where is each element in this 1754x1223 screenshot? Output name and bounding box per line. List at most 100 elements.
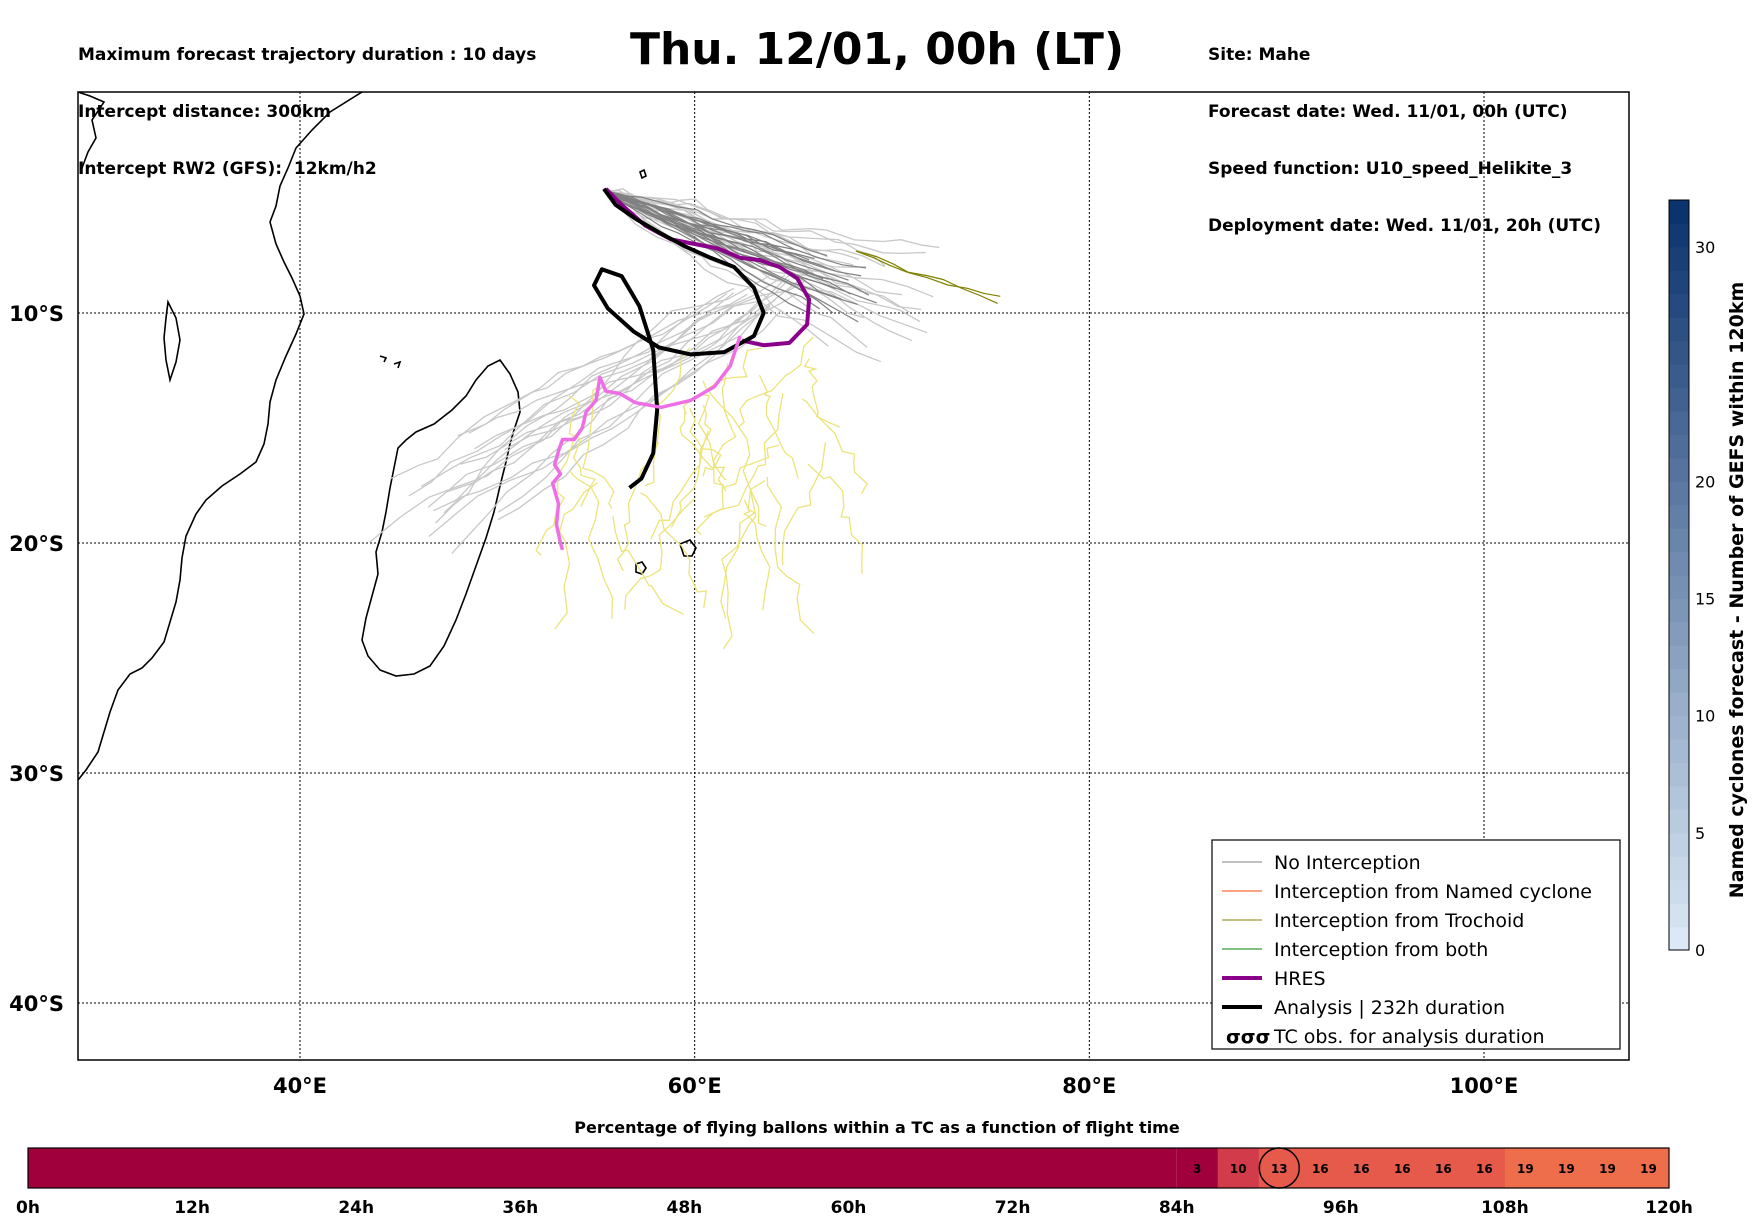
ensemble-yellow-trajectory <box>612 516 684 615</box>
ensemble-yellow-trajectory <box>803 358 841 428</box>
legend-symbol: σσσ <box>1226 1026 1270 1048</box>
colorbar-segment <box>1669 387 1689 412</box>
ensemble-yellow-trajectory <box>616 441 660 572</box>
timebar-cell-value: 19 <box>1599 1162 1616 1176</box>
colorbar-segment <box>1669 223 1689 248</box>
ensemble-yellow-trajectory <box>801 398 869 495</box>
colorbar-segment <box>1669 246 1689 271</box>
colorbar-segment <box>1669 457 1689 482</box>
timebar-tick-label: 0h <box>16 1198 40 1218</box>
seychelles-island <box>639 168 647 180</box>
timebar-cell <box>1545 1148 1588 1188</box>
timebar-cell-value: 16 <box>1435 1162 1452 1176</box>
colorbar-segment <box>1669 809 1689 834</box>
timebar-tick-label: 120h <box>1645 1198 1693 1218</box>
ensemble-yellow-trajectory <box>720 480 766 619</box>
gefs-trajectory <box>468 280 806 434</box>
timebar-tick-label: 72h <box>995 1198 1031 1218</box>
axis-ticks: 40°E 60°E 80°E 100°E 10°S 20°S 30°S 40°S <box>9 302 1518 1098</box>
colorbar-segment <box>1669 926 1689 951</box>
lon-tick-label: 100°E <box>1450 1074 1519 1098</box>
gefs-trajectory <box>605 190 940 249</box>
colorbar-segment <box>1669 270 1689 295</box>
ensemble-yellow-trajectory <box>781 442 827 566</box>
timebar-tick-label: 96h <box>1323 1198 1359 1218</box>
deployment-date-text: Deployment date: Wed. 11/01, 20h (UTC) <box>1208 216 1602 236</box>
timebar-tick-label: 12h <box>174 1198 210 1218</box>
trochoid-trajectory <box>855 250 1001 297</box>
colorbar-segment <box>1669 762 1689 787</box>
timebar-cell-value: 16 <box>1476 1162 1493 1176</box>
africa-coastline <box>78 92 363 781</box>
ensemble-yellow-trajectory <box>702 380 767 527</box>
timebar-cell-value: 16 <box>1312 1162 1329 1176</box>
colorbar-segment <box>1669 293 1689 318</box>
lon-tick-label: 40°E <box>273 1074 327 1098</box>
ensemble-yellow-trajectory <box>640 492 708 609</box>
colorbar-segment <box>1669 715 1689 740</box>
colorbar-tick-label: 20 <box>1695 472 1715 491</box>
lake-outline <box>163 299 181 384</box>
colorbar-segment <box>1669 879 1689 904</box>
colorbar-tick-label: 5 <box>1695 824 1705 843</box>
colorbar-segment <box>1669 621 1689 646</box>
legend: No Interception Interception from Named c… <box>1211 839 1621 1050</box>
timebar-title: Percentage of flying ballons within a TC… <box>574 1118 1180 1137</box>
speed-function-text: Speed function: U10_speed_Helikite_3 <box>1208 159 1573 179</box>
colorbar-segment <box>1669 832 1689 857</box>
comoros-islands <box>379 355 402 369</box>
timebar-cell <box>1586 1148 1629 1188</box>
lat-tick-label: 30°S <box>9 762 64 786</box>
colorbar-segment <box>1669 645 1689 670</box>
colorbar-segment <box>1669 575 1689 599</box>
timebar-cell-value: 19 <box>1558 1162 1575 1176</box>
ensemble-yellow-trajectory <box>568 395 596 507</box>
plot-frame <box>77 91 1630 1061</box>
africa-outline-north <box>78 92 106 169</box>
forecast-date-text: Forecast date: Wed. 11/01, 00h (UTC) <box>1208 102 1568 122</box>
gefs-trajectory <box>504 292 798 451</box>
colorbar-segment <box>1669 785 1689 810</box>
timebar-cell-value: 10 <box>1230 1162 1247 1176</box>
main-trajectories <box>550 187 812 551</box>
colorbar-segment <box>1669 598 1689 623</box>
timebar-tick-label: 36h <box>502 1198 538 1218</box>
lon-tick-label: 60°E <box>668 1074 722 1098</box>
no-interception-trajectory <box>605 190 828 257</box>
gefs-trajectory <box>428 309 782 538</box>
max-duration-text: Maximum forecast trajectory duration : 1… <box>78 45 537 65</box>
timebar-tick-label: 108h <box>1481 1198 1529 1218</box>
timebar-frame <box>27 1147 1670 1189</box>
gefs-trajectory <box>457 275 770 437</box>
timebar-tick-label: 24h <box>338 1198 374 1218</box>
colorbar: Named cyclones forecast - Number of GEFS… <box>1668 199 1748 960</box>
reunion-island <box>679 539 697 557</box>
gefs-trajectory <box>605 190 926 255</box>
lat-tick-label: 20°S <box>9 532 64 556</box>
legend-label: Interception from both <box>1274 939 1488 961</box>
timebar-tick-label: 60h <box>831 1198 867 1218</box>
ensemble-yellow-trajectory <box>679 407 727 492</box>
colorbar-tick-label: 0 <box>1695 941 1705 960</box>
colorbar-segment <box>1669 528 1689 553</box>
colorbar-segment <box>1669 739 1689 764</box>
ensemble-yellow-trajectory <box>721 491 757 650</box>
timebar-cell <box>1422 1148 1465 1188</box>
gefs-trajectory <box>451 306 756 554</box>
legend-label: Analysis | 232h duration <box>1274 997 1505 1019</box>
no-interception-trajectory <box>605 190 877 304</box>
timebar-zero-segment <box>28 1148 1177 1188</box>
colorbar-segment <box>1669 434 1689 459</box>
lon-tick-label: 80°E <box>1062 1074 1116 1098</box>
ensemble-yellow-trajectory <box>570 471 614 619</box>
mauritius-island <box>635 561 647 575</box>
no-interception-trajectory <box>605 190 824 280</box>
timebar-cell-value: 19 <box>1640 1162 1657 1176</box>
colorbar-frame <box>1668 199 1690 951</box>
timebar-cell-value: 16 <box>1353 1162 1370 1176</box>
ensemble-yellow-trajectory <box>742 499 771 611</box>
gefs-trajectory <box>408 287 735 497</box>
gefs-trajectory <box>605 190 882 363</box>
gefs-trajectory <box>497 276 804 513</box>
ensemble-yellow-trajectory <box>697 393 727 481</box>
